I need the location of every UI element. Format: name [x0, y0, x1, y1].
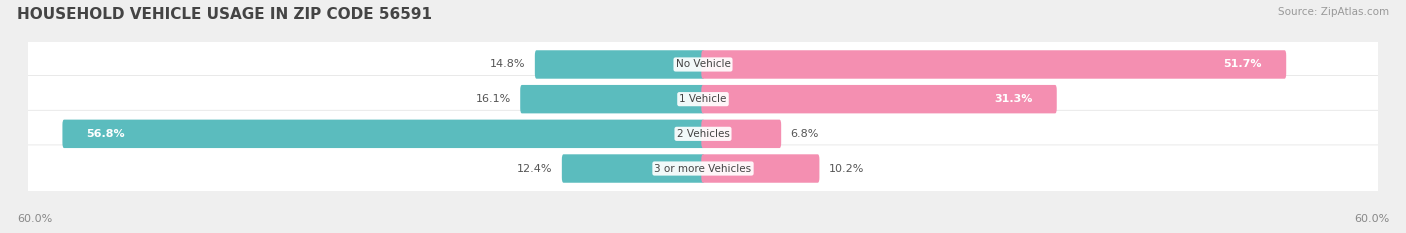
Text: 6.8%: 6.8% — [790, 129, 820, 139]
Text: 31.3%: 31.3% — [994, 94, 1032, 104]
Text: 3 or more Vehicles: 3 or more Vehicles — [654, 164, 752, 174]
Text: 60.0%: 60.0% — [1354, 214, 1389, 224]
FancyBboxPatch shape — [8, 41, 1398, 88]
Text: 12.4%: 12.4% — [517, 164, 553, 174]
Text: 16.1%: 16.1% — [475, 94, 510, 104]
Text: 60.0%: 60.0% — [17, 214, 52, 224]
Text: 56.8%: 56.8% — [87, 129, 125, 139]
Text: 14.8%: 14.8% — [489, 59, 526, 69]
FancyBboxPatch shape — [62, 120, 704, 148]
FancyBboxPatch shape — [702, 85, 1057, 113]
FancyBboxPatch shape — [534, 50, 704, 79]
FancyBboxPatch shape — [702, 120, 782, 148]
FancyBboxPatch shape — [8, 110, 1398, 158]
Text: No Vehicle: No Vehicle — [675, 59, 731, 69]
Text: 51.7%: 51.7% — [1223, 59, 1263, 69]
Text: 1 Vehicle: 1 Vehicle — [679, 94, 727, 104]
Text: HOUSEHOLD VEHICLE USAGE IN ZIP CODE 56591: HOUSEHOLD VEHICLE USAGE IN ZIP CODE 5659… — [17, 7, 432, 22]
FancyBboxPatch shape — [702, 50, 1286, 79]
FancyBboxPatch shape — [8, 145, 1398, 192]
FancyBboxPatch shape — [702, 154, 820, 183]
Text: Source: ZipAtlas.com: Source: ZipAtlas.com — [1278, 7, 1389, 17]
FancyBboxPatch shape — [520, 85, 704, 113]
Text: 10.2%: 10.2% — [830, 164, 865, 174]
Text: 2 Vehicles: 2 Vehicles — [676, 129, 730, 139]
FancyBboxPatch shape — [8, 75, 1398, 123]
FancyBboxPatch shape — [562, 154, 704, 183]
